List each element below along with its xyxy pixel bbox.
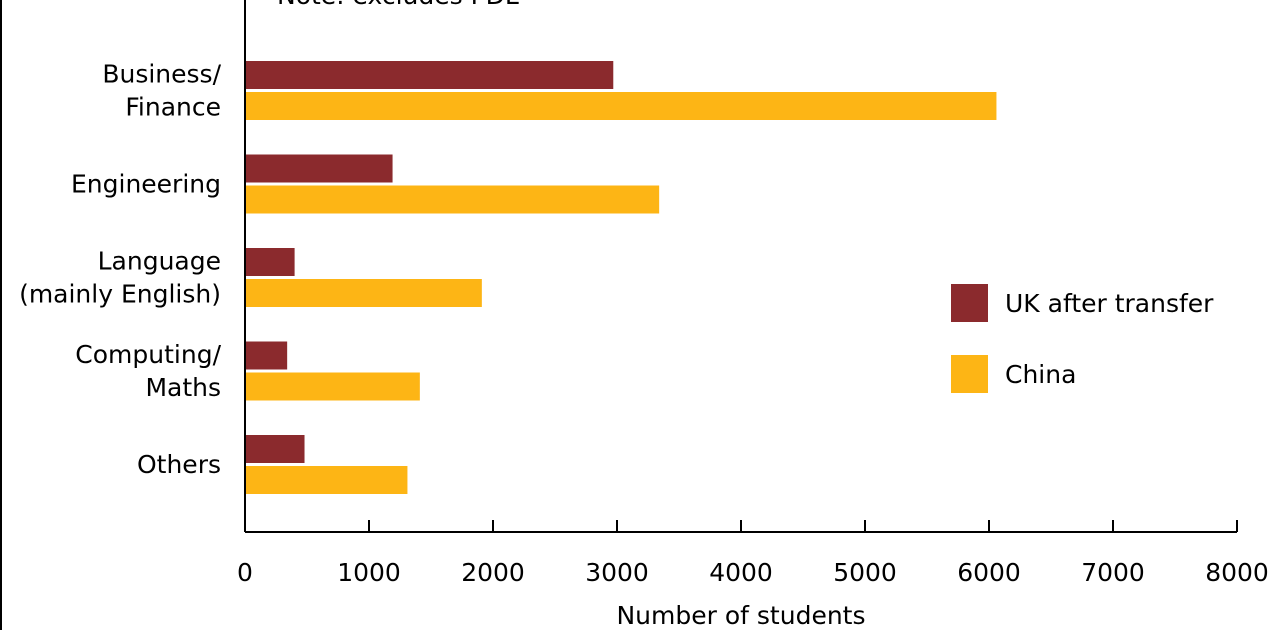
category-label-computing-maths: Computing/ [75,340,221,369]
legend-swatch-uk [951,284,988,322]
category-label-business-finance: Finance [125,93,221,122]
category-label-business-finance: Business/ [102,60,221,89]
x-tick-label: 3000 [585,558,649,587]
category-label-language-mainly-english: Language [98,247,221,276]
legend-label-uk: UK after transfer [1005,289,1214,318]
x-tick-label: 0 [237,558,253,587]
category-label-engineering: Engineering [71,170,221,199]
legend: UK after transfer China [951,284,1214,393]
legend-swatch-china [951,355,988,393]
bar-uk-business-finance [245,61,614,89]
x-tick-label: 7000 [1081,558,1145,587]
bar-uk-others [245,435,305,463]
x-tick-label: 5000 [833,558,897,587]
category-label-computing-maths: Maths [145,373,221,402]
chart-note: Note: excludes PDL [277,0,519,10]
bar-uk-computing-maths [245,341,288,370]
x-tick-label: 1000 [337,558,401,587]
bar-china-business-finance [245,92,997,120]
x-tick-label: 6000 [957,558,1021,587]
bar-uk-engineering [245,154,393,183]
bar-china-computing-maths [245,372,420,401]
category-label-others: Others [137,450,221,479]
bar-china-language-mainly-english [245,279,482,307]
x-tick-label: 8000 [1205,558,1269,587]
bars-layer [245,61,997,494]
bar-uk-language-mainly-english [245,248,295,276]
x-tick-label: 2000 [461,558,525,587]
bar-china-engineering [245,185,660,214]
category-label-language-mainly-english: (mainly English) [19,280,221,309]
category-labels: Business/Finance Engineering Language (main… [19,60,222,480]
legend-label-china: China [1005,360,1076,389]
x-axis-title: Number of students [616,601,865,630]
x-ticks: 0 1000 2000 3000 4000 5000 6000 7000 8000 [237,520,1269,587]
bar-china-others [245,466,408,494]
x-tick-label: 4000 [709,558,773,587]
